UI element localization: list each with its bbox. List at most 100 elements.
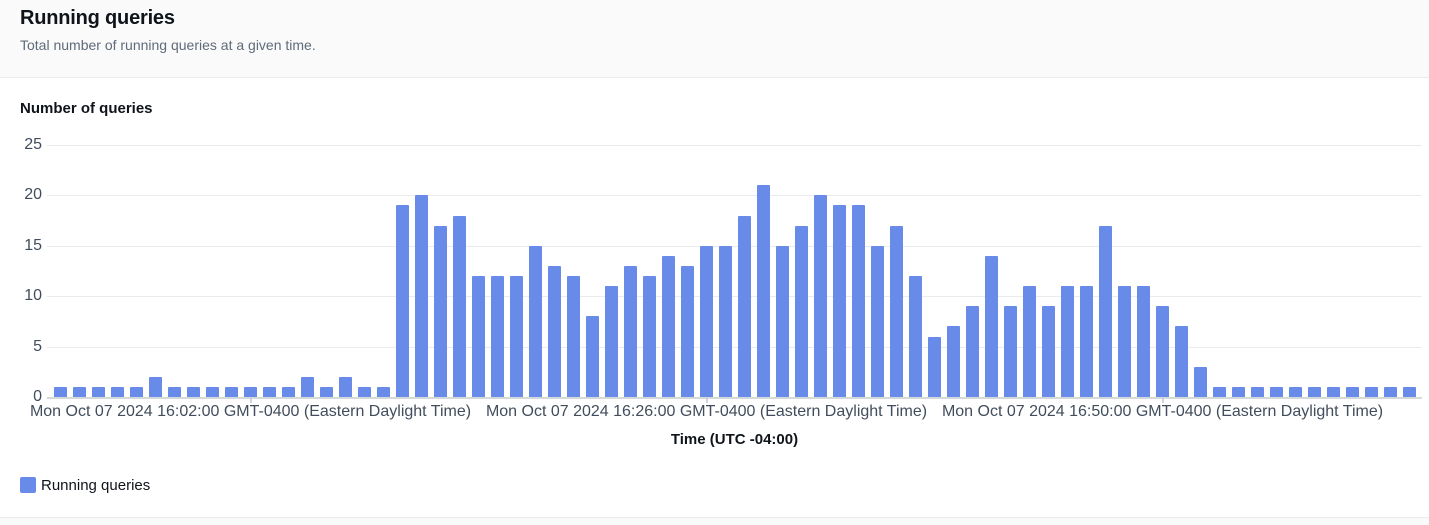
y-tick-label: 5 (33, 337, 42, 355)
bar-running-queries[interactable] (1175, 326, 1188, 397)
bar-running-queries[interactable] (966, 306, 979, 397)
bar-running-queries[interactable] (301, 377, 314, 397)
gridline (47, 145, 1422, 146)
bar-running-queries[interactable] (1403, 387, 1416, 397)
bar-running-queries[interactable] (1080, 286, 1093, 397)
bar-running-queries[interactable] (1346, 387, 1359, 397)
x-axis-tick (1161, 397, 1164, 403)
gridline (47, 245, 1422, 247)
bar-running-queries[interactable] (1384, 387, 1397, 397)
bar-running-queries[interactable] (1251, 387, 1264, 397)
y-tick-label: 20 (24, 186, 42, 204)
bar-running-queries[interactable] (852, 205, 865, 397)
gridline (47, 195, 1422, 197)
bar-running-queries[interactable] (1042, 306, 1055, 397)
bar-running-queries[interactable] (1118, 286, 1131, 397)
x-axis-line (47, 397, 1422, 399)
bar-running-queries[interactable] (586, 316, 599, 397)
y-tick-label: 10 (24, 287, 42, 305)
bar-running-queries[interactable] (358, 387, 371, 397)
bar-running-queries[interactable] (396, 205, 409, 397)
bar-running-queries[interactable] (168, 387, 181, 397)
bar-running-queries[interactable] (225, 387, 238, 397)
bar-running-queries[interactable] (453, 216, 466, 397)
bar-running-queries[interactable] (1099, 226, 1112, 397)
bar-running-queries[interactable] (377, 387, 390, 397)
legend-item-running-queries[interactable]: Running queries (20, 475, 150, 495)
bar-running-queries[interactable] (890, 226, 903, 397)
legend-label: Running queries (41, 476, 151, 494)
y-tick-label: 0 (33, 388, 42, 405)
bar-running-queries[interactable] (814, 195, 827, 397)
bar-running-queries[interactable] (928, 337, 941, 397)
x-axis-tick (249, 397, 252, 403)
bar-running-queries[interactable] (244, 387, 257, 397)
bar-running-queries[interactable] (92, 387, 105, 397)
chart-subtitle: Total number of running queries at a giv… (20, 37, 316, 53)
bar-running-queries[interactable] (1308, 387, 1321, 397)
x-axis-labels: Mon Oct 07 2024 16:02:00 GMT-0400 (Easte… (0, 403, 1429, 425)
bar-running-queries[interactable] (909, 276, 922, 397)
bar-running-queries[interactable] (282, 387, 295, 397)
bar-running-queries[interactable] (700, 246, 713, 397)
x-axis-tick (705, 397, 708, 403)
bar-running-queries[interactable] (947, 326, 960, 397)
bar-running-queries[interactable] (833, 205, 846, 397)
x-tick-label: Mon Oct 07 2024 16:50:00 GMT-0400 (Easte… (941, 403, 1384, 420)
bar-running-queries[interactable] (415, 195, 428, 397)
bar-running-queries[interactable] (434, 226, 447, 397)
bar-running-queries[interactable] (510, 276, 523, 397)
bar-running-queries[interactable] (776, 246, 789, 397)
bar-running-queries[interactable] (206, 387, 219, 397)
bar-running-queries[interactable] (1365, 387, 1378, 397)
y-tick-label: 25 (24, 136, 42, 153)
panel-bottom-divider (0, 517, 1429, 525)
x-tick-label: Mon Oct 07 2024 16:26:00 GMT-0400 (Easte… (485, 403, 928, 420)
bar-running-queries[interactable] (73, 387, 86, 397)
bar-running-queries[interactable] (54, 387, 67, 397)
bar-running-queries[interactable] (624, 266, 637, 397)
bar-running-queries[interactable] (111, 387, 124, 397)
bar-running-queries[interactable] (738, 216, 751, 397)
bar-running-queries[interactable] (320, 387, 333, 397)
bar-running-queries[interactable] (1194, 367, 1207, 397)
legend-swatch-icon (20, 477, 36, 493)
x-tick-label: Mon Oct 07 2024 16:02:00 GMT-0400 (Easte… (29, 403, 472, 420)
bar-running-queries[interactable] (130, 387, 143, 397)
bar-running-queries[interactable] (757, 185, 770, 397)
bar-running-queries[interactable] (1213, 387, 1226, 397)
bar-running-queries[interactable] (149, 377, 162, 397)
gridline (47, 346, 1422, 348)
bar-running-queries[interactable] (1004, 306, 1017, 397)
bar-running-queries[interactable] (491, 276, 504, 397)
y-tick-label: 15 (24, 236, 42, 254)
bar-running-queries[interactable] (643, 276, 656, 397)
bar-running-queries[interactable] (681, 266, 694, 397)
bar-running-queries[interactable] (1289, 387, 1302, 397)
plot-area (47, 145, 1422, 403)
bar-running-queries[interactable] (339, 377, 352, 397)
bar-running-queries[interactable] (1023, 286, 1036, 397)
bar-running-queries[interactable] (1137, 286, 1150, 397)
bar-running-queries[interactable] (1232, 387, 1245, 397)
bar-running-queries[interactable] (1327, 387, 1340, 397)
bar-running-queries[interactable] (1156, 306, 1169, 397)
bar-running-queries[interactable] (548, 266, 561, 397)
x-axis-title: Time (UTC -04:00) (670, 431, 799, 448)
bar-running-queries[interactable] (662, 256, 675, 397)
bar-running-queries[interactable] (871, 246, 884, 397)
gridline (47, 296, 1422, 298)
y-axis-labels: 0 5 10 15 20 25 (0, 136, 42, 405)
bar-running-queries[interactable] (719, 246, 732, 397)
bar-running-queries[interactable] (605, 286, 618, 397)
bar-running-queries[interactable] (529, 246, 542, 397)
bar-running-queries[interactable] (985, 256, 998, 397)
bar-running-queries[interactable] (187, 387, 200, 397)
bar-running-queries[interactable] (263, 387, 276, 397)
bar-running-queries[interactable] (795, 226, 808, 397)
bar-running-queries[interactable] (1270, 387, 1283, 397)
bar-running-queries[interactable] (567, 276, 580, 397)
bar-running-queries[interactable] (472, 276, 485, 397)
bar-running-queries[interactable] (1061, 286, 1074, 397)
